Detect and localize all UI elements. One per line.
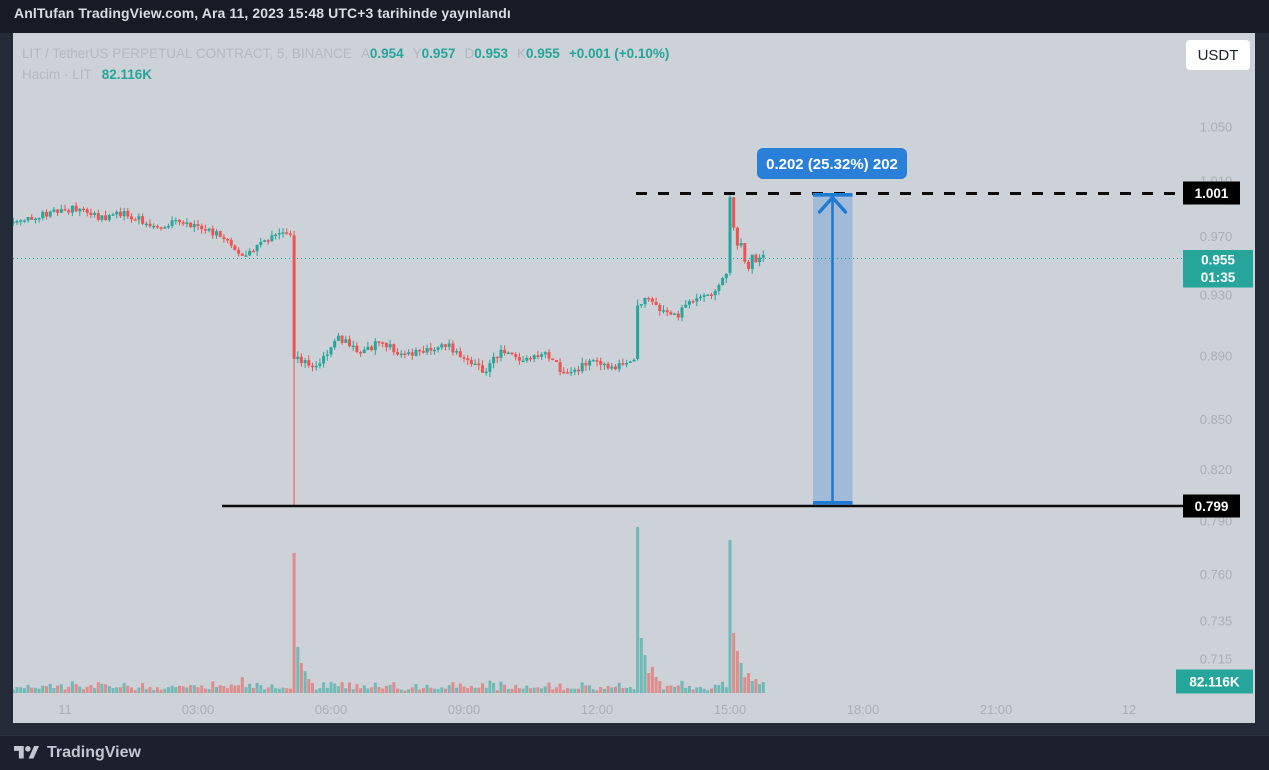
candlesticks: [13, 193, 765, 506]
chart-pane: LIT / TetherUS PERPETUAL CONTRACT, 5, BI…: [13, 33, 1255, 723]
low-label: D: [464, 46, 475, 61]
last-price-label-text: 0.955: [1201, 253, 1235, 268]
measurement-tooltip: [757, 148, 907, 179]
svg-text:0.970: 0.970: [1200, 229, 1233, 244]
symbol-title[interactable]: LIT / TetherUS PERPETUAL CONTRACT, 5, BI…: [22, 46, 352, 61]
svg-text:0.735: 0.735: [1200, 613, 1233, 628]
publish-topbar: AnlTufan TradingView.com, Ara 11, 2023 1…: [0, 0, 1269, 33]
currency-toggle-button[interactable]: USDT: [1186, 40, 1250, 70]
volume-row-label[interactable]: Hacim · LIT: [22, 67, 92, 82]
svg-text:06:00: 06:00: [315, 702, 348, 717]
measurement-arrow-up-icon: [817, 195, 848, 214]
price-range-measurement-tool[interactable]: 0.202 (25.32%) 202: [757, 148, 907, 505]
low-value: 0.953: [474, 46, 509, 61]
svg-text:1.050: 1.050: [1200, 120, 1233, 135]
chart-legend: LIT / TetherUS PERPETUAL CONTRACT, 5, BI…: [22, 43, 669, 85]
svg-text:12: 12: [1122, 702, 1136, 717]
svg-text:0.820: 0.820: [1200, 462, 1233, 477]
last-price-axis-label: 0.955 01:35: [1183, 250, 1253, 288]
svg-text:03:00: 03:00: [182, 702, 215, 717]
svg-text:0.715: 0.715: [1200, 652, 1233, 667]
volume-row-value: 82.116K: [101, 67, 153, 82]
svg-text:12:00: 12:00: [581, 702, 614, 717]
volume-label-text: 82.116K: [1189, 675, 1240, 690]
change-value: +0.001 (+0.10%): [568, 46, 670, 61]
footer-bar: TradingView: [0, 735, 1269, 770]
close-label: K: [517, 46, 527, 61]
svg-text:0.850: 0.850: [1200, 412, 1233, 427]
time-axis-ticks: 11 03:00 06:00 09:00 12:00 15:00 18:00 21:00 12: [58, 702, 1136, 717]
svg-text:15:00: 15:00: [714, 702, 747, 717]
volume-bars: [13, 527, 765, 693]
high-price-axis-label: 1.001: [1183, 181, 1240, 205]
svg-text:0.930: 0.930: [1200, 288, 1233, 303]
high-price-label-text: 1.001: [1195, 186, 1229, 201]
high-value: 0.957: [421, 46, 456, 61]
svg-text:0.760: 0.760: [1200, 567, 1233, 582]
open-label: A: [360, 46, 370, 61]
svg-text:21:00: 21:00: [980, 702, 1013, 717]
tradingview-brand-text: TradingView: [47, 744, 141, 761]
svg-text:18:00: 18:00: [847, 702, 880, 717]
measurement-tooltip-text: 0.202 (25.32%) 202: [766, 156, 898, 173]
high-label: Y: [412, 46, 422, 61]
countdown-label-text: 01:35: [1201, 270, 1236, 285]
legend-volume-row: Hacim · LIT 82.116K: [22, 64, 669, 85]
low-price-axis-label: 0.799: [1183, 494, 1240, 518]
price-chart[interactable]: 1.0501.0100.9700.9300.8900.8500.8200.790…: [13, 33, 1255, 723]
volume-axis-label: 82.116K: [1176, 669, 1253, 694]
open-value: 0.954: [369, 46, 404, 61]
svg-text:0.890: 0.890: [1200, 348, 1233, 363]
legend-symbol-row: LIT / TetherUS PERPETUAL CONTRACT, 5, BI…: [22, 43, 669, 64]
tradingview-logo-icon: [14, 746, 39, 759]
tradingview-brand-link[interactable]: TradingView: [14, 742, 141, 764]
svg-text:09:00: 09:00: [448, 702, 481, 717]
close-value: 0.955: [526, 46, 560, 61]
svg-text:11: 11: [58, 702, 72, 717]
publish-info: AnlTufan TradingView.com, Ara 11, 2023 1…: [14, 5, 511, 21]
low-price-label-text: 0.799: [1195, 499, 1229, 514]
